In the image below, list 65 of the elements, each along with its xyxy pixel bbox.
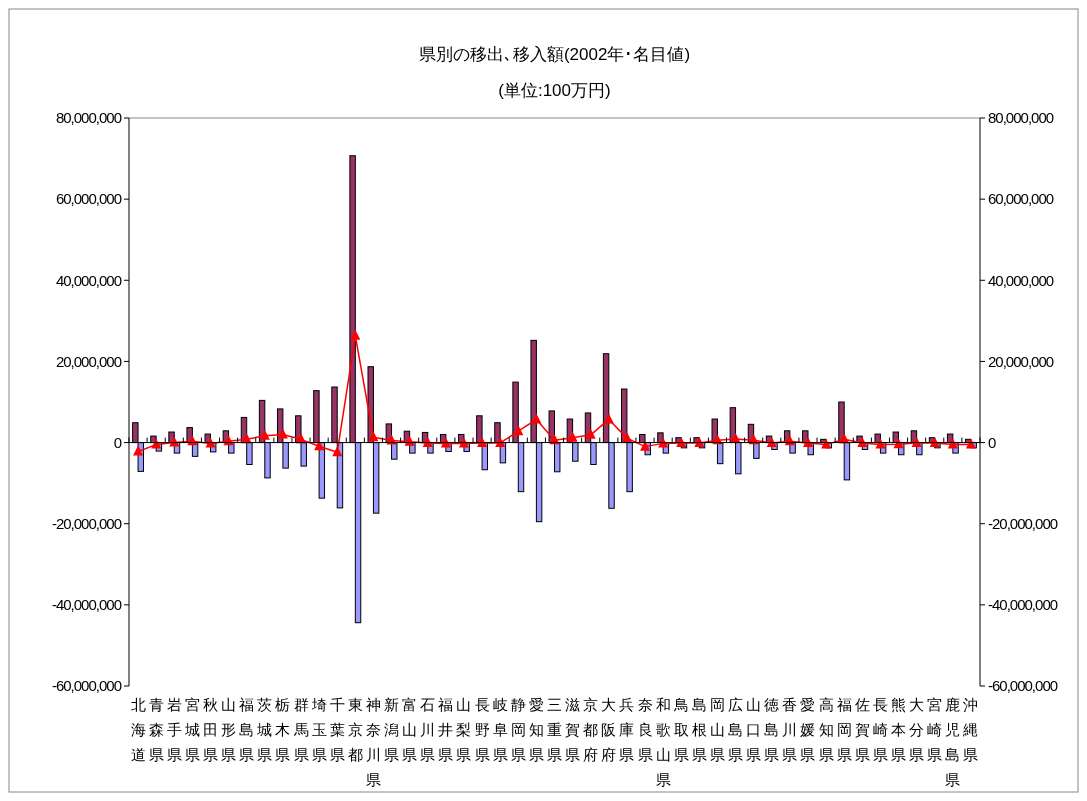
x-tick-label: 栃木県 xyxy=(275,696,291,763)
x-tick-label: 千葉県 xyxy=(329,696,345,763)
x-tick-label: 山形県 xyxy=(221,696,237,763)
x-tick-label: 福井県 xyxy=(438,696,454,763)
x-tick-label: 長野県 xyxy=(474,696,490,763)
x-tick-label: 福島県 xyxy=(239,696,255,763)
x-tick-label: 広島県 xyxy=(728,696,744,763)
x-tick-label: 青森県 xyxy=(148,696,164,763)
y-tick-label: 0 xyxy=(113,433,122,451)
x-tick-label: 佐賀県 xyxy=(854,696,870,763)
y2-tick-label: 20,000,000 xyxy=(988,352,1054,370)
y-tick-label: 20,000,000 xyxy=(55,352,122,370)
x-tick-label: 和歌山県 xyxy=(655,696,671,788)
x-tick-label: 兵庫県 xyxy=(619,696,635,763)
x-tick-label: 福岡県 xyxy=(836,696,852,763)
y2-tick-label: 60,000,000 xyxy=(988,190,1054,208)
x-tick-label: 大阪府 xyxy=(601,696,617,763)
x-tick-label: 鹿児島県 xyxy=(945,696,961,788)
x-tick-label: 茨城県 xyxy=(256,696,273,763)
x-tick-label: 神奈川県 xyxy=(365,696,381,788)
x-tick-label: 山口県 xyxy=(746,696,762,763)
x-tick-label: 埼玉県 xyxy=(310,696,327,763)
x-tick-label: 香川県 xyxy=(782,696,798,763)
x-tick-label: 石川県 xyxy=(420,696,436,763)
x-tick-label: 宮崎県 xyxy=(927,696,943,763)
x-tick-label: 京都府 xyxy=(583,696,599,763)
y2-tick-label: 0 xyxy=(988,433,996,451)
x-tick-label: 島根県 xyxy=(691,696,707,763)
x-tick-label: 長崎県 xyxy=(872,696,888,763)
x-tick-label: 奈良県 xyxy=(637,696,653,763)
x-tick-label: 新潟県 xyxy=(384,696,400,763)
x-tick-label: 大分県 xyxy=(909,696,925,763)
x-tick-label: 秋田県 xyxy=(202,696,218,763)
x-tick-label: 群馬県 xyxy=(292,696,309,763)
y-tick-label: -40,000,000 xyxy=(51,596,122,614)
x-tick-label: 静岡県 xyxy=(510,696,526,763)
chart-subtitle: (単位:100万円) xyxy=(498,81,611,100)
y-tick-label: 40,000,000 xyxy=(55,271,122,289)
x-tick-label: 愛媛県 xyxy=(800,696,816,763)
x-tick-label: 北海道 xyxy=(130,696,146,763)
y-tick-label: 80,000,000 xyxy=(55,109,122,127)
x-tick-label: 沖縄県 xyxy=(962,696,979,763)
x-tick-label: 岐阜県 xyxy=(492,696,508,763)
x-tick-label: 三重県 xyxy=(547,696,562,763)
x-tick-label: 愛知県 xyxy=(528,696,544,763)
x-tick-label: 鳥取県 xyxy=(672,696,689,763)
x-tick-label: 岡山県 xyxy=(709,696,725,763)
x-tick-label: 富山県 xyxy=(402,696,418,763)
x-tick-label: 山梨県 xyxy=(456,696,472,763)
y2-tick-label: 80,000,000 xyxy=(988,109,1054,127)
x-tick-label: 東京都 xyxy=(347,696,363,763)
x-tick-label: 滋賀県 xyxy=(565,696,581,763)
y2-tick-label: -20,000,000 xyxy=(988,514,1058,532)
y-tick-label: 60,000,000 xyxy=(55,190,122,208)
x-tick-label: 宮城県 xyxy=(183,696,200,763)
x-tick-label: 熊本県 xyxy=(891,696,907,763)
chart-title: 県別の移出､移入額(2002年･名目値) xyxy=(418,45,691,64)
y2-tick-label: 40,000,000 xyxy=(988,271,1054,289)
y-tick-label: -20,000,000 xyxy=(51,514,122,532)
y2-tick-label: -60,000,000 xyxy=(988,677,1058,695)
x-tick-label: 高知県 xyxy=(818,696,834,763)
x-tick-label: 岩手県 xyxy=(166,696,182,763)
x-tick-label: 徳島県 xyxy=(764,696,780,763)
y2-tick-label: -40,000,000 xyxy=(988,596,1058,614)
y-tick-label: -60,000,000 xyxy=(51,677,122,695)
